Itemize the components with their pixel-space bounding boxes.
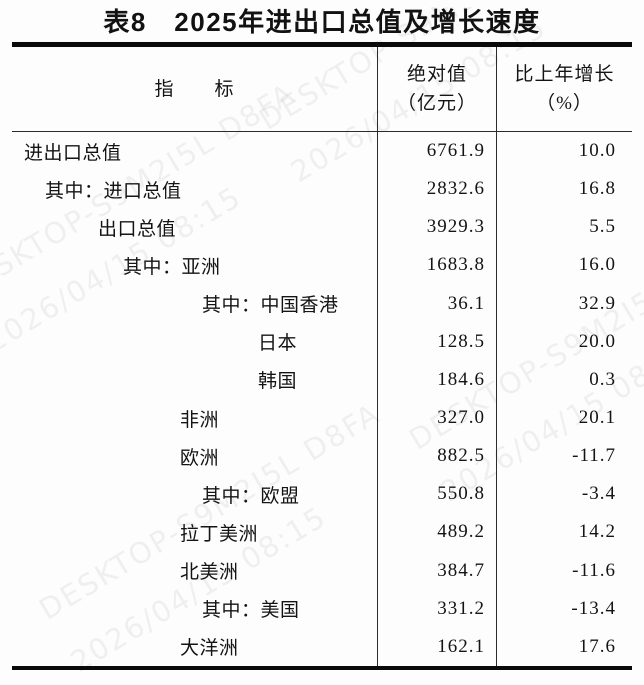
column-header-absolute-line2: （亿元）	[396, 93, 477, 114]
table-row: 出口总值 3929.3 5.5	[12, 208, 632, 247]
table-row: 非洲 327.0 20.1	[12, 398, 632, 438]
absolute-value-cell: 331.2	[377, 589, 496, 628]
absolute-value-cell: 6761.9	[377, 132, 496, 171]
table-header-row: 指 标 绝对值 （亿元） 比上年增长 （%）	[12, 42, 632, 132]
column-header-absolute-value: 绝对值 （亿元）	[377, 47, 496, 131]
absolute-value-cell: 162.1	[377, 627, 496, 666]
indicator-cell: 其中：美国	[202, 600, 300, 622]
column-header-indicator-label: 指 标	[154, 78, 235, 100]
absolute-value-cell: 550.8	[377, 475, 496, 514]
table-row: 北美洲 384.7 -11.6	[12, 551, 632, 590]
indicator-cell: 其中：进口总值	[45, 180, 182, 202]
absolute-value-cell: 327.0	[377, 398, 496, 438]
growth-value-cell: 20.1	[496, 398, 632, 438]
column-header-growth-line2: （%）	[536, 93, 593, 114]
statistics-table: 指 标 绝对值 （亿元） 比上年增长 （%） 进出口总值 6761.9 10.0 其中…	[12, 42, 632, 670]
growth-value-cell: -11.7	[496, 437, 632, 476]
table-row: 其中：美国 331.2 -13.4	[12, 589, 632, 628]
indicator-cell: 日本	[258, 333, 298, 355]
absolute-value-cell: 184.6	[377, 360, 496, 399]
absolute-value-cell: 3929.3	[377, 208, 496, 247]
growth-value-cell: 10.0	[496, 132, 632, 171]
indicator-cell: 韩国	[258, 371, 298, 393]
table-row: 其中：中国香港 36.1 32.9	[12, 284, 632, 323]
column-header-growth: 比上年增长 （%）	[496, 47, 632, 131]
indicator-cell: 出口总值	[98, 218, 177, 240]
absolute-value-cell: 36.1	[377, 284, 496, 323]
indicator-cell: 大洋洲	[180, 638, 239, 660]
table-row: 进出口总值 6761.9 10.0	[12, 132, 632, 171]
absolute-value-cell: 2832.6	[377, 170, 496, 209]
table-row: 韩国 184.6 0.3	[12, 360, 632, 399]
column-header-indicator: 指 标	[12, 47, 377, 131]
indicator-cell: 拉丁美洲	[180, 523, 259, 545]
table-row: 其中：欧盟 550.8 -3.4	[12, 475, 632, 514]
absolute-value-cell: 384.7	[377, 551, 496, 590]
growth-value-cell: 14.2	[496, 513, 632, 552]
absolute-value-cell: 489.2	[377, 513, 496, 552]
growth-value-cell: 0.3	[496, 360, 632, 399]
indicator-cell: 进出口总值	[24, 142, 122, 164]
table-title: 表8 2025年进出口总值及增长速度	[103, 7, 541, 37]
growth-value-cell: -3.4	[496, 475, 632, 514]
indicator-cell: 北美洲	[180, 562, 239, 584]
growth-value-cell: 16.0	[496, 246, 632, 285]
table-row: 日本 128.5 20.0	[12, 322, 632, 361]
indicator-cell: 其中：亚洲	[123, 256, 221, 278]
growth-value-cell: 32.9	[496, 284, 632, 323]
indicator-cell: 欧洲	[180, 447, 220, 469]
indicator-cell: 非洲	[180, 409, 220, 431]
absolute-value-cell: 128.5	[377, 322, 496, 361]
growth-value-cell: 5.5	[496, 208, 632, 247]
column-header-growth-line1: 比上年增长	[514, 64, 615, 85]
table-row: 其中：亚洲 1683.8 16.0	[12, 246, 632, 285]
absolute-value-cell: 1683.8	[377, 246, 496, 285]
table-row: 大洋洲 162.1 17.6	[12, 627, 632, 666]
table-body: 进出口总值 6761.9 10.0 其中：进口总值 2832.6 16.8 出口总值 3929…	[12, 132, 632, 670]
indicator-cell: 其中：中国香港	[202, 295, 339, 317]
growth-value-cell: 20.0	[496, 322, 632, 361]
table-row: 欧洲 882.5 -11.7	[12, 437, 632, 476]
growth-value-cell: 16.8	[496, 170, 632, 209]
growth-value-cell: -13.4	[496, 589, 632, 628]
page: 表8 2025年进出口总值及增长速度 指 标 绝对值 （亿元） 比上年增长 （%…	[0, 7, 644, 670]
absolute-value-cell: 882.5	[377, 437, 496, 476]
table-row: 其中：进口总值 2832.6 16.8	[12, 170, 632, 209]
growth-value-cell: 17.6	[496, 627, 632, 666]
column-header-absolute-line1: 绝对值	[406, 64, 467, 85]
table-row: 拉丁美洲 489.2 14.2	[12, 513, 632, 552]
growth-value-cell: -11.6	[496, 551, 632, 590]
indicator-cell: 其中：欧盟	[202, 485, 300, 507]
